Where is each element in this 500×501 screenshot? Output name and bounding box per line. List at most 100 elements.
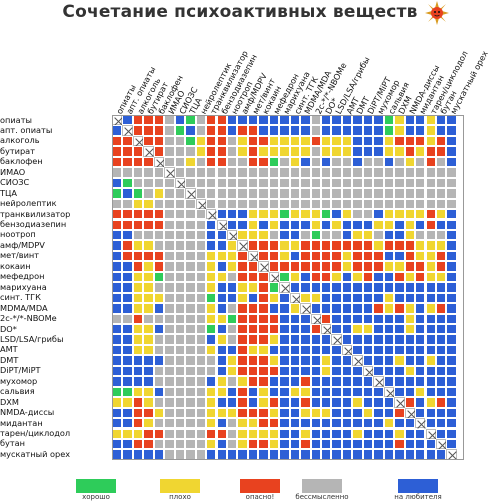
- matrix-cell: [279, 334, 290, 345]
- matrix-cell: [404, 250, 416, 262]
- matrix-cell: [310, 407, 321, 419]
- matrix-cell: [300, 324, 311, 335]
- matrix-cell: [258, 156, 269, 168]
- matrix-cell: [258, 303, 269, 314]
- matrix-cell: [258, 449, 269, 460]
- matrix-cell: [143, 386, 154, 398]
- matrix-cell: [446, 303, 457, 314]
- matrix-cell: [341, 156, 353, 168]
- matrix-cell: [310, 282, 321, 293]
- matrix-cell: [112, 303, 123, 314]
- matrix-cell: [174, 355, 186, 366]
- matrix-cell: [383, 324, 395, 335]
- matrix-cell: [331, 198, 342, 210]
- diagonal-cell: [341, 344, 353, 356]
- matrix-cell: [195, 115, 207, 126]
- matrix-cell: [300, 386, 311, 398]
- matrix-cell: [195, 344, 207, 356]
- matrix-cell: [300, 271, 311, 283]
- matrix-cell: [258, 240, 269, 251]
- matrix-cell: [341, 324, 353, 335]
- matrix-cell: [310, 198, 321, 210]
- matrix-cell: [352, 334, 363, 345]
- matrix-cell: [143, 334, 154, 345]
- matrix-cell: [247, 146, 259, 157]
- matrix-cell: [331, 428, 342, 439]
- row-label: ИМАО: [0, 166, 26, 177]
- matrix-cell: [258, 418, 269, 429]
- matrix-cell: [174, 303, 186, 314]
- matrix-cell: [383, 240, 395, 251]
- matrix-cell: [300, 156, 311, 168]
- matrix-cell: [164, 146, 175, 157]
- matrix-cell: [279, 365, 290, 377]
- matrix-cell: [300, 397, 311, 408]
- matrix-cell: [122, 146, 133, 157]
- matrix-cell: [394, 135, 405, 147]
- matrix-cell: [289, 365, 301, 377]
- matrix-cell: [153, 449, 165, 460]
- matrix-cell: [122, 250, 133, 262]
- matrix-cell: [310, 365, 321, 377]
- matrix-cell: [132, 261, 144, 272]
- matrix-cell: [321, 135, 332, 147]
- matrix-cell: [206, 146, 217, 157]
- matrix-cell: [185, 240, 196, 251]
- matrix-cell: [143, 397, 154, 408]
- matrix-cell: [279, 156, 290, 168]
- matrix-cell: [216, 438, 227, 450]
- matrix-cell: [206, 261, 217, 272]
- matrix-cell: [383, 250, 395, 262]
- matrix-cell: [226, 376, 238, 387]
- matrix-cell: [341, 188, 353, 199]
- matrix-cell: [268, 198, 280, 210]
- matrix-cell: [446, 355, 457, 366]
- matrix-cell: [289, 167, 301, 178]
- matrix-cell: [226, 418, 238, 429]
- matrix-cell: [164, 229, 175, 241]
- matrix-cell: [289, 135, 301, 147]
- matrix-cell: [153, 250, 165, 262]
- matrix-cell: [373, 146, 384, 157]
- matrix-cell: [404, 261, 416, 272]
- matrix-cell: [289, 428, 301, 439]
- matrix-cell: [185, 115, 196, 126]
- matrix-cell: [341, 261, 353, 272]
- row-label: алкоголь: [0, 135, 40, 146]
- matrix-cell: [112, 156, 123, 168]
- matrix-cell: [258, 282, 269, 293]
- matrix-cell: [352, 209, 363, 220]
- matrix-cell: [341, 418, 353, 429]
- matrix-cell: [226, 324, 238, 335]
- matrix-cell: [174, 135, 186, 147]
- matrix-cell: [435, 334, 447, 345]
- matrix-cell: [206, 344, 217, 356]
- matrix-cell: [383, 167, 395, 178]
- matrix-cell: [112, 125, 123, 136]
- matrix-cell: [258, 115, 269, 126]
- matrix-cell: [289, 240, 301, 251]
- matrix-cell: [341, 282, 353, 293]
- matrix-cell: [446, 146, 457, 157]
- matrix-cell: [143, 313, 154, 324]
- matrix-cell: [258, 428, 269, 439]
- matrix-cell: [164, 209, 175, 220]
- matrix-cell: [289, 156, 301, 168]
- matrix-cell: [321, 219, 332, 230]
- matrix-cell: [300, 313, 311, 324]
- matrix-cell: [195, 449, 207, 460]
- matrix-cell: [206, 271, 217, 283]
- matrix-cell: [373, 334, 384, 345]
- diagonal-cell: [394, 397, 405, 408]
- matrix-cell: [435, 125, 447, 136]
- matrix-cell: [373, 386, 384, 398]
- matrix-cell: [310, 125, 321, 136]
- matrix-cell: [206, 376, 217, 387]
- matrix-cell: [164, 407, 175, 419]
- matrix-cell: [122, 355, 133, 366]
- matrix-cell: [226, 188, 238, 199]
- matrix-cell: [415, 219, 426, 230]
- matrix-cell: [310, 303, 321, 314]
- matrix-cell: [258, 365, 269, 377]
- matrix-cell: [446, 428, 457, 439]
